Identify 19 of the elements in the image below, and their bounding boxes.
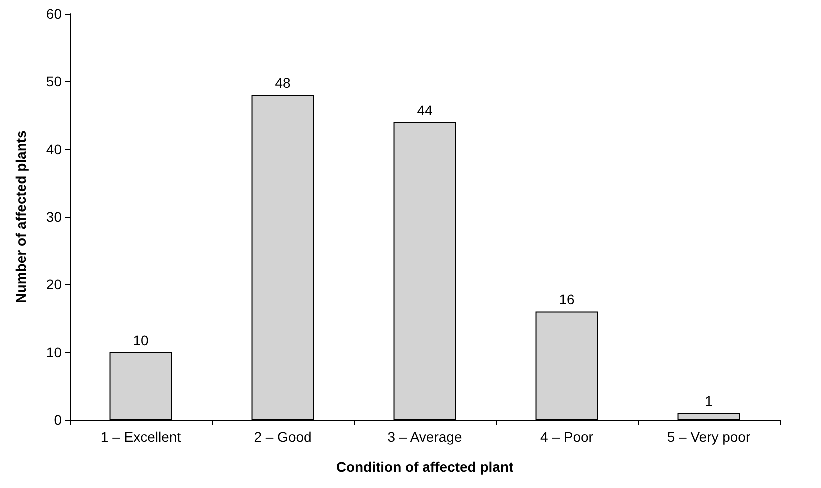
x-tick-label: 4 – Poor (540, 429, 594, 445)
data-label: 10 (133, 332, 149, 348)
y-axis-title: Number of affected plants (13, 130, 29, 304)
y-tick-label: 0 (54, 412, 62, 428)
data-label: 44 (417, 102, 433, 118)
x-tick-label: 1 – Excellent (100, 429, 182, 445)
y-tick-label: 30 (46, 209, 62, 225)
y-tick-label: 10 (46, 344, 62, 360)
y-tick-label: 40 (46, 141, 62, 158)
data-label: 1 (705, 393, 714, 410)
y-tick-label: 50 (46, 74, 62, 90)
x-tick-label: 5 – Very poor (667, 429, 751, 445)
x-tick-label: 3 – Average (388, 429, 462, 445)
y-tick-label: 60 (46, 6, 62, 22)
x-tick-label: 2 – Good (254, 429, 312, 445)
y-tick-label: 20 (46, 276, 62, 293)
data-label: 16 (559, 292, 575, 308)
x-axis-title: Condition of affected plant (336, 459, 514, 475)
data-label: 48 (275, 75, 291, 92)
